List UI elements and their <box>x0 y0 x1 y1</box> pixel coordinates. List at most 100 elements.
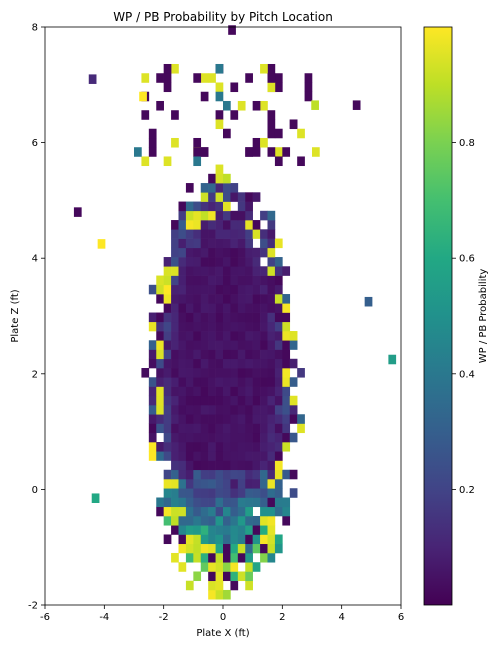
heatmap-cell <box>200 331 209 341</box>
heatmap-cell <box>141 156 150 167</box>
heatmap-cell <box>230 275 239 286</box>
heatmap-cell <box>185 257 194 267</box>
heatmap-cell <box>223 552 231 563</box>
heatmap-cell <box>260 552 268 563</box>
heatmap-cell <box>141 110 150 120</box>
heatmap-cell <box>148 377 157 387</box>
heatmap-cell <box>163 266 172 276</box>
heatmap-cell <box>237 220 246 230</box>
heatmap-cell <box>215 423 224 434</box>
heatmap-cell <box>163 303 172 313</box>
heatmap-cell <box>274 294 283 304</box>
heatmap-cell <box>193 377 202 387</box>
heatmap-cell <box>267 552 276 563</box>
heatmap-cell <box>223 488 231 498</box>
heatmap-cell <box>252 543 261 554</box>
heatmap-cell <box>245 460 253 471</box>
heatmap-cell <box>215 488 224 498</box>
heatmap-cell <box>163 432 172 443</box>
heatmap-cell <box>230 331 239 341</box>
heatmap-cell <box>134 147 142 157</box>
heatmap-cell <box>237 192 246 202</box>
heatmap-cell <box>267 119 276 130</box>
x-axis: -6 -4 -2 0 2 4 6 <box>40 605 404 623</box>
heatmap-cell <box>274 442 283 452</box>
heatmap-cell <box>260 432 268 443</box>
heatmap-cell <box>200 183 209 193</box>
y-tick-label: 6 <box>32 138 38 149</box>
heatmap-cell <box>215 192 224 202</box>
heatmap-cell <box>171 63 179 74</box>
heatmap-cell <box>163 284 172 295</box>
heatmap-cell <box>237 442 246 452</box>
heatmap-cell <box>282 368 291 378</box>
heatmap-cell <box>274 497 283 508</box>
heatmap-cell <box>282 414 291 424</box>
heatmap-cell <box>208 488 216 498</box>
heatmap-cell <box>252 247 261 258</box>
heatmap-cell <box>260 377 268 387</box>
heatmap-cell <box>148 358 157 369</box>
heatmap-cell <box>171 349 179 360</box>
heatmap-cell <box>245 571 253 582</box>
heatmap-cell <box>148 128 157 139</box>
heatmap-cell <box>178 247 187 258</box>
heatmap-cell <box>237 294 246 304</box>
heatmap-cell <box>163 451 172 461</box>
heatmap-cell <box>171 368 179 378</box>
heatmap-cell <box>274 469 283 480</box>
heatmap-cell <box>185 368 194 378</box>
heatmap-cell <box>274 432 283 443</box>
heatmap-cell <box>282 321 291 332</box>
heatmap-cell <box>178 515 187 526</box>
heatmap-cell <box>185 284 194 295</box>
heatmap-cell <box>245 442 253 452</box>
heatmap-cell <box>200 147 209 157</box>
heatmap-cell <box>245 451 253 461</box>
heatmap-cell <box>267 266 276 276</box>
heatmap-cell <box>178 358 187 369</box>
heatmap-cell <box>208 303 216 313</box>
heatmap-cell <box>282 303 291 313</box>
heatmap-cell <box>163 73 172 83</box>
heatmap-cell <box>230 247 239 258</box>
heatmap-cell <box>274 386 283 397</box>
heatmap-cell <box>156 405 164 415</box>
heatmap-cell <box>156 414 164 424</box>
heatmap-cell <box>267 349 276 360</box>
heatmap-cell <box>260 340 268 350</box>
heatmap-cell <box>260 451 268 461</box>
heatmap-cell <box>163 395 172 406</box>
heatmap-cell <box>193 284 202 295</box>
heatmap-cell <box>208 423 216 434</box>
heatmap-cell <box>208 210 216 221</box>
heatmap-cell <box>148 312 157 323</box>
heatmap-cell <box>200 91 209 102</box>
heatmap-cell <box>223 469 231 480</box>
heatmap-cell <box>193 156 202 167</box>
heatmap-cell <box>230 525 239 535</box>
heatmap-cell <box>252 377 261 387</box>
heatmap-cell <box>245 192 253 202</box>
heatmap-cell <box>215 368 224 378</box>
y-tick-label: 2 <box>32 369 38 380</box>
y-axis-label: Plate Z (ft) <box>10 289 21 342</box>
heatmap-cell <box>260 229 268 239</box>
heatmap-cell <box>156 284 164 295</box>
heatmap-cell <box>185 552 194 563</box>
heatmap-cell <box>156 331 164 341</box>
heatmap-cell <box>163 257 172 267</box>
heatmap-cell <box>208 220 216 230</box>
colorbar-label: WP / PB Probability <box>478 269 489 364</box>
heatmap-cell <box>178 294 187 304</box>
heatmap-cell <box>185 442 194 452</box>
heatmap-cell <box>148 349 157 360</box>
heatmap-cell <box>185 525 194 535</box>
heatmap-cell <box>178 220 187 230</box>
heatmap-cell <box>215 506 224 517</box>
heatmap-cell <box>267 82 276 93</box>
heatmap-cell <box>245 201 253 212</box>
heatmap-cell <box>282 331 291 341</box>
heatmap-cell <box>223 479 231 489</box>
x-axis-label: Plate X (ft) <box>196 628 249 639</box>
